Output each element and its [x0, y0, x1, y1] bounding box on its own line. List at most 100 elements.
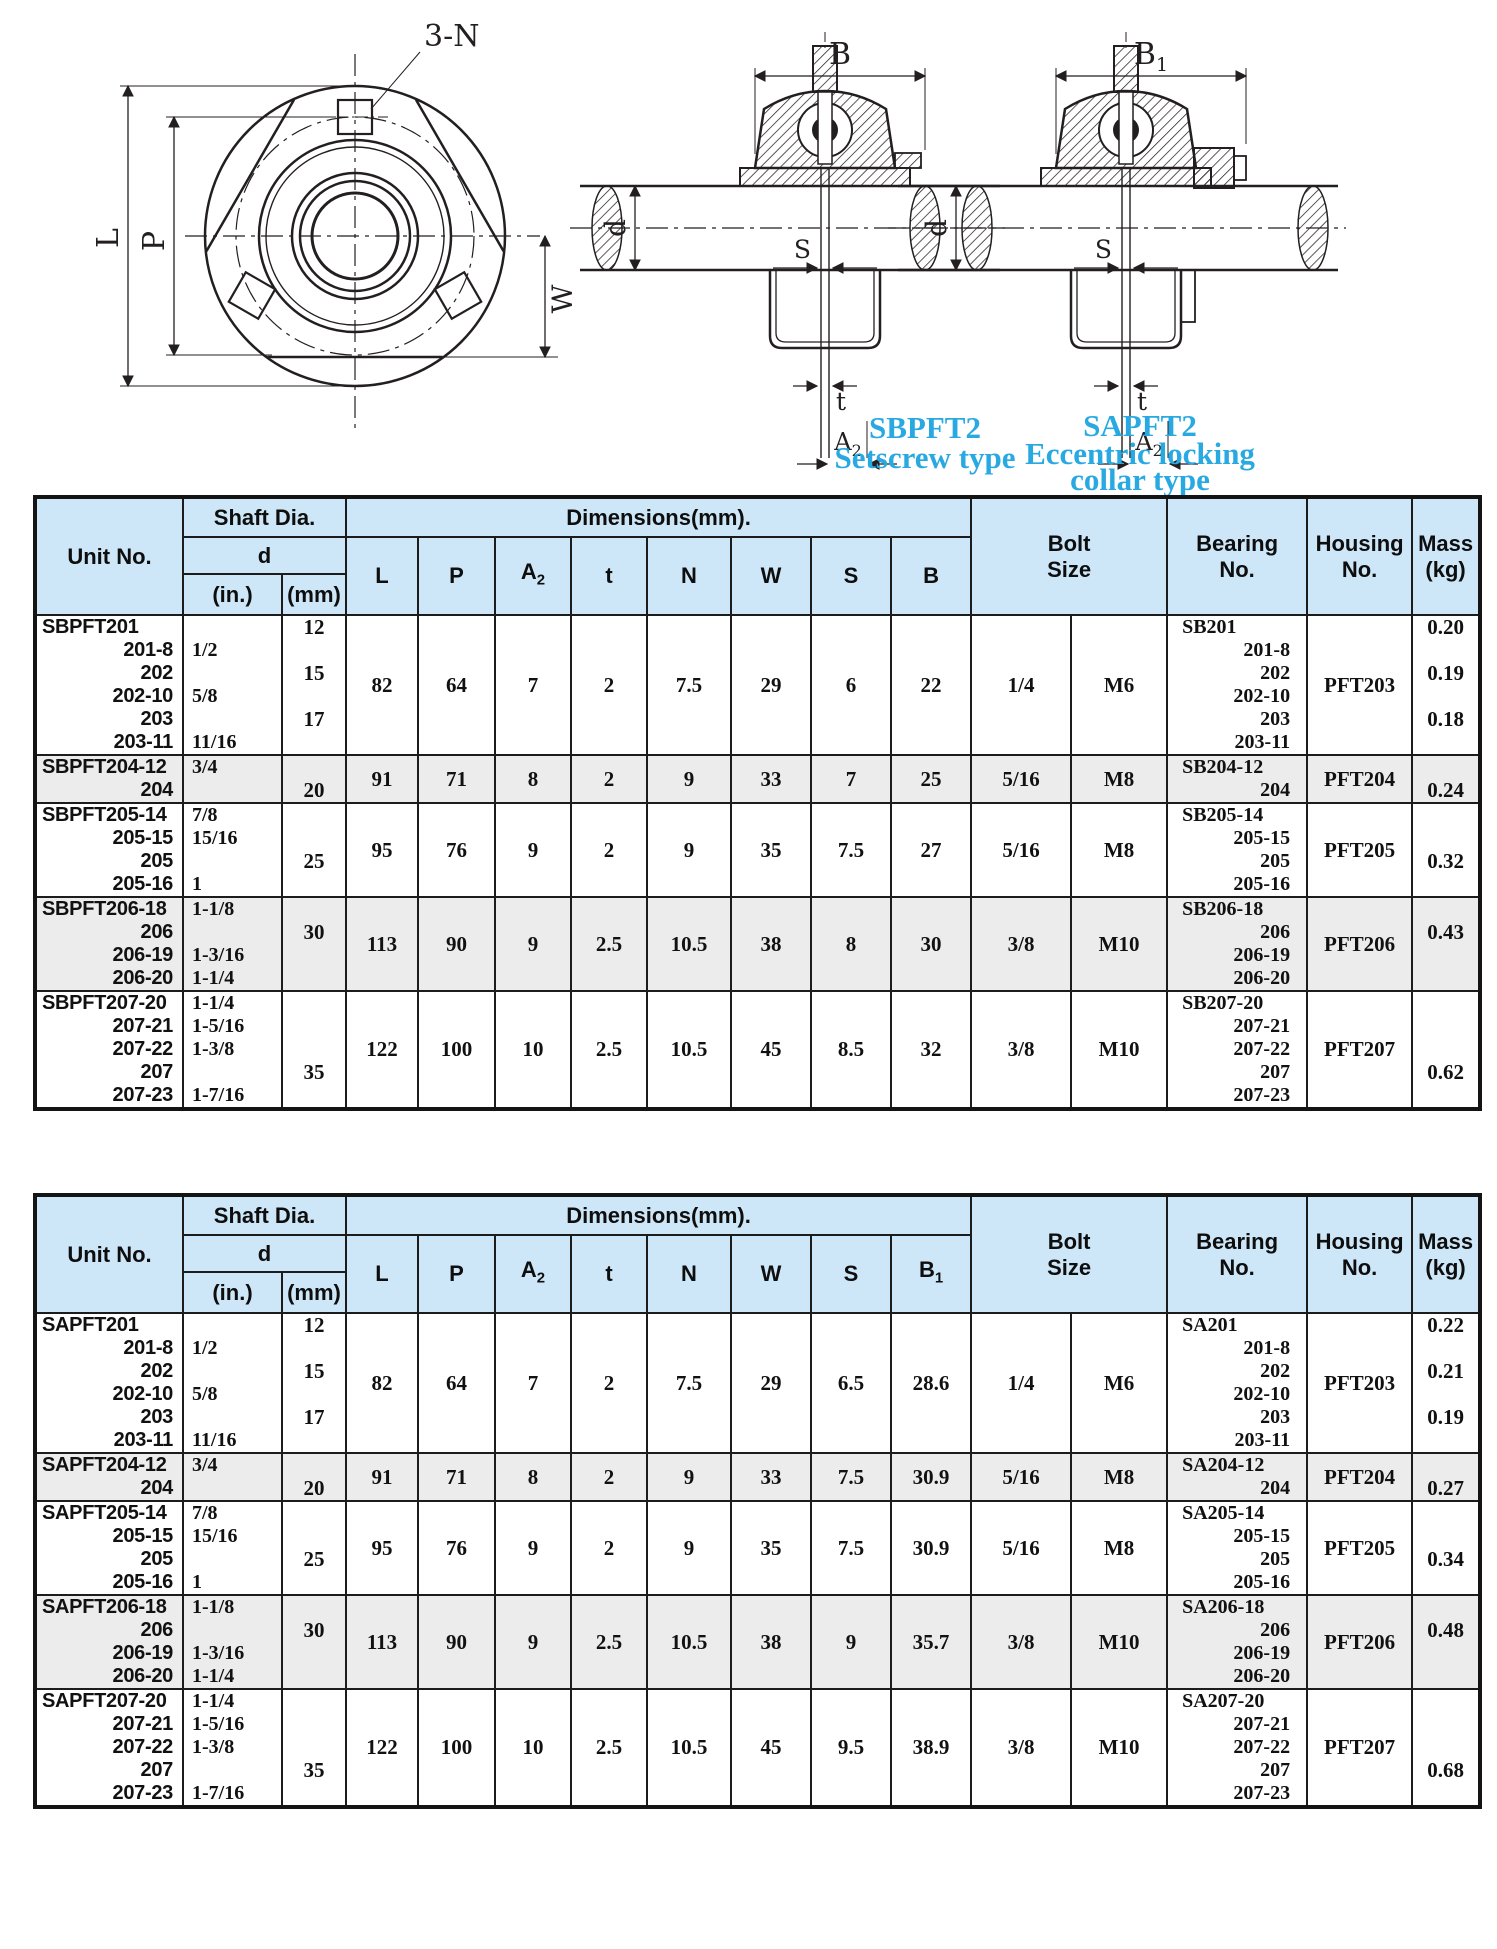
cell-line: [185, 662, 280, 685]
cell-line: 206: [140, 921, 174, 943]
cell-line: SAPFT205-14: [42, 1502, 167, 1524]
cell-line: 11/16: [192, 731, 237, 753]
cell-dim-n: 7.5: [646, 614, 732, 756]
cell-line: 15: [303, 661, 325, 685]
cell-line: 201-8: [123, 1337, 173, 1359]
cell-unit-no: SAPFT207-20 207-21 207-22 207 207-23: [34, 1688, 184, 1808]
cell-dim-t: 2: [570, 1500, 648, 1596]
cell-line: 1-3/8: [192, 1736, 235, 1758]
cell-line: 1-1/4: [192, 992, 235, 1014]
dim-label-s: S: [1095, 235, 1112, 264]
cell-line: [284, 1571, 344, 1593]
cell-housing-no: PFT205: [1306, 1500, 1414, 1596]
cell-line: [1414, 1038, 1478, 1061]
cell-dim-l: 113: [345, 896, 419, 992]
cell-line: 206-19: [112, 1642, 174, 1664]
cell-bolt-metric: M10: [1070, 1688, 1169, 1808]
cell-line: [284, 899, 344, 921]
cell-dim-s: 6: [810, 614, 892, 756]
cell-line: 0.19: [1427, 1405, 1464, 1429]
table-header: Unit No. Shaft Dia. Dimensions(mm). Bolt…: [34, 496, 1482, 616]
cell-line: 207-21: [1233, 1713, 1291, 1735]
cell-line: 206-20: [1233, 1665, 1291, 1687]
cell-line: 207-23: [112, 1782, 174, 1804]
col-header-dim-a2: A2: [494, 536, 572, 616]
cell-dim-s: 7: [810, 754, 892, 804]
col-header-dim-b1: B1: [889, 1234, 973, 1314]
dim-label-l: L: [91, 228, 126, 248]
cell-line: 0.68: [1427, 1758, 1464, 1782]
cell-line: 12: [303, 615, 325, 639]
cell-line: [284, 685, 344, 708]
cell-line: [1414, 731, 1478, 753]
cell-line: 205-16: [112, 873, 174, 895]
cell-line: 15/16: [192, 1525, 238, 1547]
cell-dim-a2: 9: [494, 1594, 572, 1690]
dim-label-a2: A2: [1134, 428, 1163, 460]
col-header-mm: (mm): [281, 573, 347, 616]
housing-cup-section: [1069, 270, 1183, 350]
cell-dim-w: 45: [730, 990, 812, 1110]
cell-line: SBPFT207-20: [42, 992, 167, 1014]
shaft-section: [888, 184, 1346, 272]
cell-line: [284, 805, 344, 827]
cell-line: 203: [140, 708, 174, 730]
cell-dim-t: 2.5: [570, 896, 648, 992]
cell-line: 1/2: [192, 1337, 218, 1359]
cell-line: [284, 1691, 344, 1713]
cell-dim-b1: 35.7: [889, 1594, 973, 1690]
cell-line: [1414, 967, 1478, 989]
col-header-dim-n: N: [646, 1234, 732, 1314]
cell-bolt-inch: 3/8: [970, 1594, 1073, 1690]
cell-line: [1414, 1665, 1478, 1687]
flange-front-view-drawing: 3-N L P W: [91, 19, 579, 430]
cell-line: 0.24: [1427, 778, 1464, 802]
cell-housing-no: PFT206: [1306, 1594, 1414, 1690]
dim-label-p: P: [137, 231, 172, 251]
cell-dim-w: 35: [730, 1500, 812, 1596]
cell-line: [1414, 757, 1478, 779]
col-header-dimensions: Dimensions(mm).: [344, 1194, 973, 1236]
cell-bolt-metric: M10: [1070, 1594, 1169, 1690]
cell-line: 17: [303, 1405, 325, 1429]
cell-dim-t: 2: [570, 1312, 648, 1454]
cell-line: 206-20: [112, 967, 174, 989]
cell-line: [284, 1525, 344, 1548]
cell-line: [284, 1665, 344, 1687]
cell-shaft-inch: 1-1/4 1-5/16 1-3/8 1-7/16: [182, 1688, 283, 1808]
cell-unit-no: SAPFT206-18 206 206-19 206-20: [34, 1594, 184, 1690]
cell-line: [185, 779, 280, 801]
col-header-d: d: [182, 536, 347, 575]
cell-shaft-mm: 25: [281, 1500, 347, 1596]
cell-line: [1414, 1597, 1478, 1619]
cell-dim-w: 45: [730, 1688, 812, 1808]
cell-bearing-no: SB201 201-8 202 202-10 203 203-11: [1166, 614, 1309, 756]
cell-line: 204: [140, 1477, 174, 1499]
cell-line: [185, 1406, 280, 1429]
cell-line: [284, 639, 344, 662]
col-header-dim-p: P: [417, 1234, 496, 1314]
cell-line: 1-5/16: [192, 1713, 245, 1735]
col-header-dim-t: t: [570, 1234, 648, 1314]
col-header-dim-w: W: [730, 536, 812, 616]
cell-line: 205-16: [112, 1571, 174, 1593]
col-header-mm: (mm): [281, 1271, 347, 1314]
cell-dim-p: 100: [417, 990, 496, 1110]
spec-row: SAPFT205-14 205-15 205 205-16 7/8 15/16 1 25 95 7…: [34, 1500, 1482, 1596]
cell-line: [1414, 1455, 1478, 1477]
cell-dim-n: 9: [646, 802, 732, 898]
col-header-dim-t: t: [570, 536, 648, 616]
cell-line: 202-10: [1233, 1383, 1291, 1405]
cell-bearing-no: SB205-14 205-15 205 205-16: [1166, 802, 1309, 898]
cell-line: [1414, 1337, 1478, 1360]
cell-line: [284, 944, 344, 967]
cell-dim-p: 90: [417, 1594, 496, 1690]
cell-line: SB206-18: [1182, 898, 1264, 920]
col-header-bearing-no: Bearing No.: [1166, 496, 1309, 616]
cell-dim-b: 27: [889, 802, 973, 898]
cell-line: 1-5/16: [192, 1015, 245, 1037]
cell-line: 1-1/8: [192, 1596, 235, 1618]
cell-line: 203-11: [113, 731, 174, 753]
cell-dim-b1: 30.9: [889, 1452, 973, 1502]
cell-housing-no: PFT204: [1306, 1452, 1414, 1502]
